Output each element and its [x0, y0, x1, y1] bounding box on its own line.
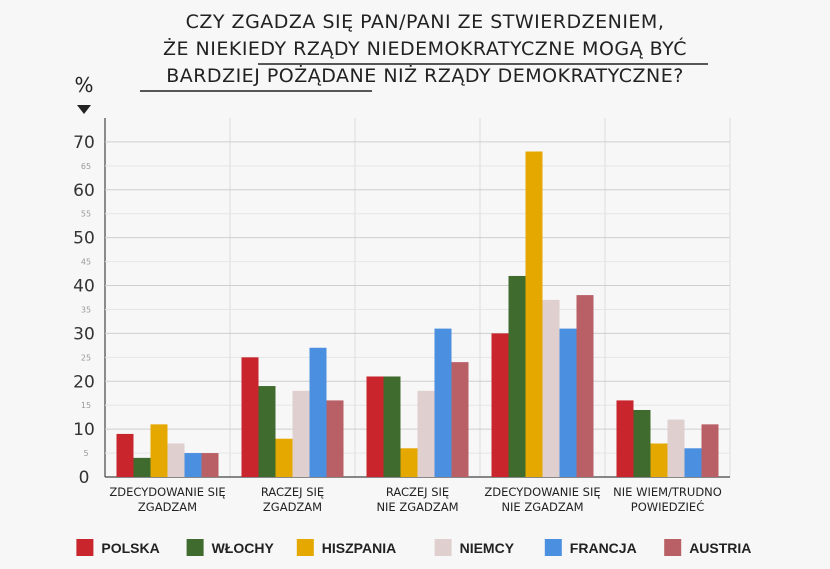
x-category-label: ZDECYDOWANIE SIĘ	[484, 485, 600, 499]
legend-item: POLSKA	[76, 539, 160, 556]
legend-label: FRANCJA	[570, 540, 637, 556]
bar	[417, 390, 435, 477]
bar	[309, 347, 327, 477]
y-axis-ticks: 5 15 25 35 45 55 65 0 10 20 30 40 50 60 70	[73, 133, 95, 488]
x-category-label: NIE WIEM/TRUDNO	[613, 485, 722, 499]
bar	[275, 438, 293, 477]
bar	[491, 333, 509, 477]
legend-swatch	[664, 539, 682, 556]
bar	[508, 275, 526, 477]
y-tick-label: 30	[73, 324, 95, 344]
y-tick-label: 70	[73, 133, 95, 153]
y-tick-label: 40	[73, 277, 95, 297]
bar	[650, 443, 668, 477]
x-category-label: ZGADZAM	[138, 500, 197, 514]
chart-title-line-1: CZY ZGADZA SIĘ PAN/PANI ZE STWIERDZENIEM…	[186, 11, 665, 33]
bar	[167, 443, 185, 477]
y-tick-label: 50	[73, 229, 95, 249]
bar	[184, 453, 202, 477]
legend: POLSKA WŁOCHY HISZPANIA NIEMCY FRANCJA AUSTRI…	[76, 539, 751, 556]
legend-label: HISZPANIA	[322, 540, 396, 556]
bar	[400, 448, 418, 477]
x-category-label: RACZEJ SIĘ	[261, 485, 324, 499]
legend-label: WŁOCHY	[212, 540, 275, 556]
y-tick-label-minor: 45	[81, 258, 91, 267]
y-tick-label: 20	[73, 372, 95, 392]
legend-label: AUSTRIA	[689, 540, 751, 556]
y-tick-label: 0	[79, 468, 90, 488]
y-tick-label: 10	[73, 420, 95, 440]
y-tick-label-minor: 5	[83, 449, 88, 458]
x-category-label: RACZEJ SIĘ	[386, 485, 449, 499]
y-tick-label-minor: 15	[81, 401, 91, 410]
bar	[616, 400, 634, 477]
y-tick-label-minor: 25	[81, 353, 91, 362]
legend-item: NIEMCY	[434, 539, 515, 556]
legend-swatch	[296, 539, 314, 556]
grid	[104, 118, 731, 478]
bar	[150, 424, 168, 477]
bar	[576, 295, 594, 477]
bar	[133, 457, 151, 477]
legend-item: WŁOCHY	[186, 539, 275, 556]
chart-title: CZY ZGADZA SIĘ PAN/PANI ZE STWIERDZENIEM…	[140, 11, 708, 92]
legend-item: HISZPANIA	[296, 539, 396, 556]
legend-swatch	[186, 539, 204, 556]
x-category-label: NIE ZGADZAM	[501, 500, 583, 514]
y-tick-label-minor: 55	[81, 210, 91, 219]
bar	[525, 151, 543, 478]
bar	[701, 424, 719, 477]
x-category-label: ZDECYDOWANIE SIĘ	[109, 485, 225, 499]
bar	[684, 448, 702, 477]
bar	[116, 433, 134, 477]
legend-item: FRANCJA	[544, 539, 637, 556]
bar	[383, 376, 401, 477]
bar	[241, 357, 259, 477]
bars	[116, 151, 719, 478]
legend-item: AUSTRIA	[664, 539, 751, 556]
bar	[667, 419, 685, 477]
legend-label: NIEMCY	[460, 540, 515, 556]
y-axis-arrow-icon	[77, 105, 91, 114]
y-tick-label-minor: 35	[81, 305, 91, 314]
x-category-label: POWIEDZIEĆ	[631, 499, 704, 514]
bar	[326, 400, 344, 477]
legend-swatch	[544, 539, 562, 556]
bar	[542, 299, 560, 477]
bar	[559, 328, 577, 477]
bar	[201, 453, 219, 477]
x-category-label: NIE ZGADZAM	[376, 500, 458, 514]
bar	[258, 386, 276, 477]
legend-swatch	[434, 539, 452, 556]
bar	[633, 409, 651, 477]
bar	[451, 362, 469, 477]
bar	[292, 390, 310, 477]
legend-swatch	[76, 539, 94, 556]
y-axis-unit: %	[74, 73, 93, 97]
bar	[366, 376, 384, 477]
bar	[434, 328, 452, 477]
chart-title-line-3: BARDZIEJ POŻĄDANE NIŻ RZĄDY DEMOKRATYCZN…	[166, 64, 684, 87]
y-tick-label: 60	[73, 181, 95, 201]
y-tick-label-minor: 65	[81, 162, 91, 171]
legend-label: POLSKA	[101, 540, 159, 556]
chart-title-line-2: ŻE NIEKIEDY RZĄDY NIEDEMOKRATYCZNE MOGĄ …	[163, 36, 687, 60]
x-category-label: ZGADZAM	[263, 500, 322, 514]
